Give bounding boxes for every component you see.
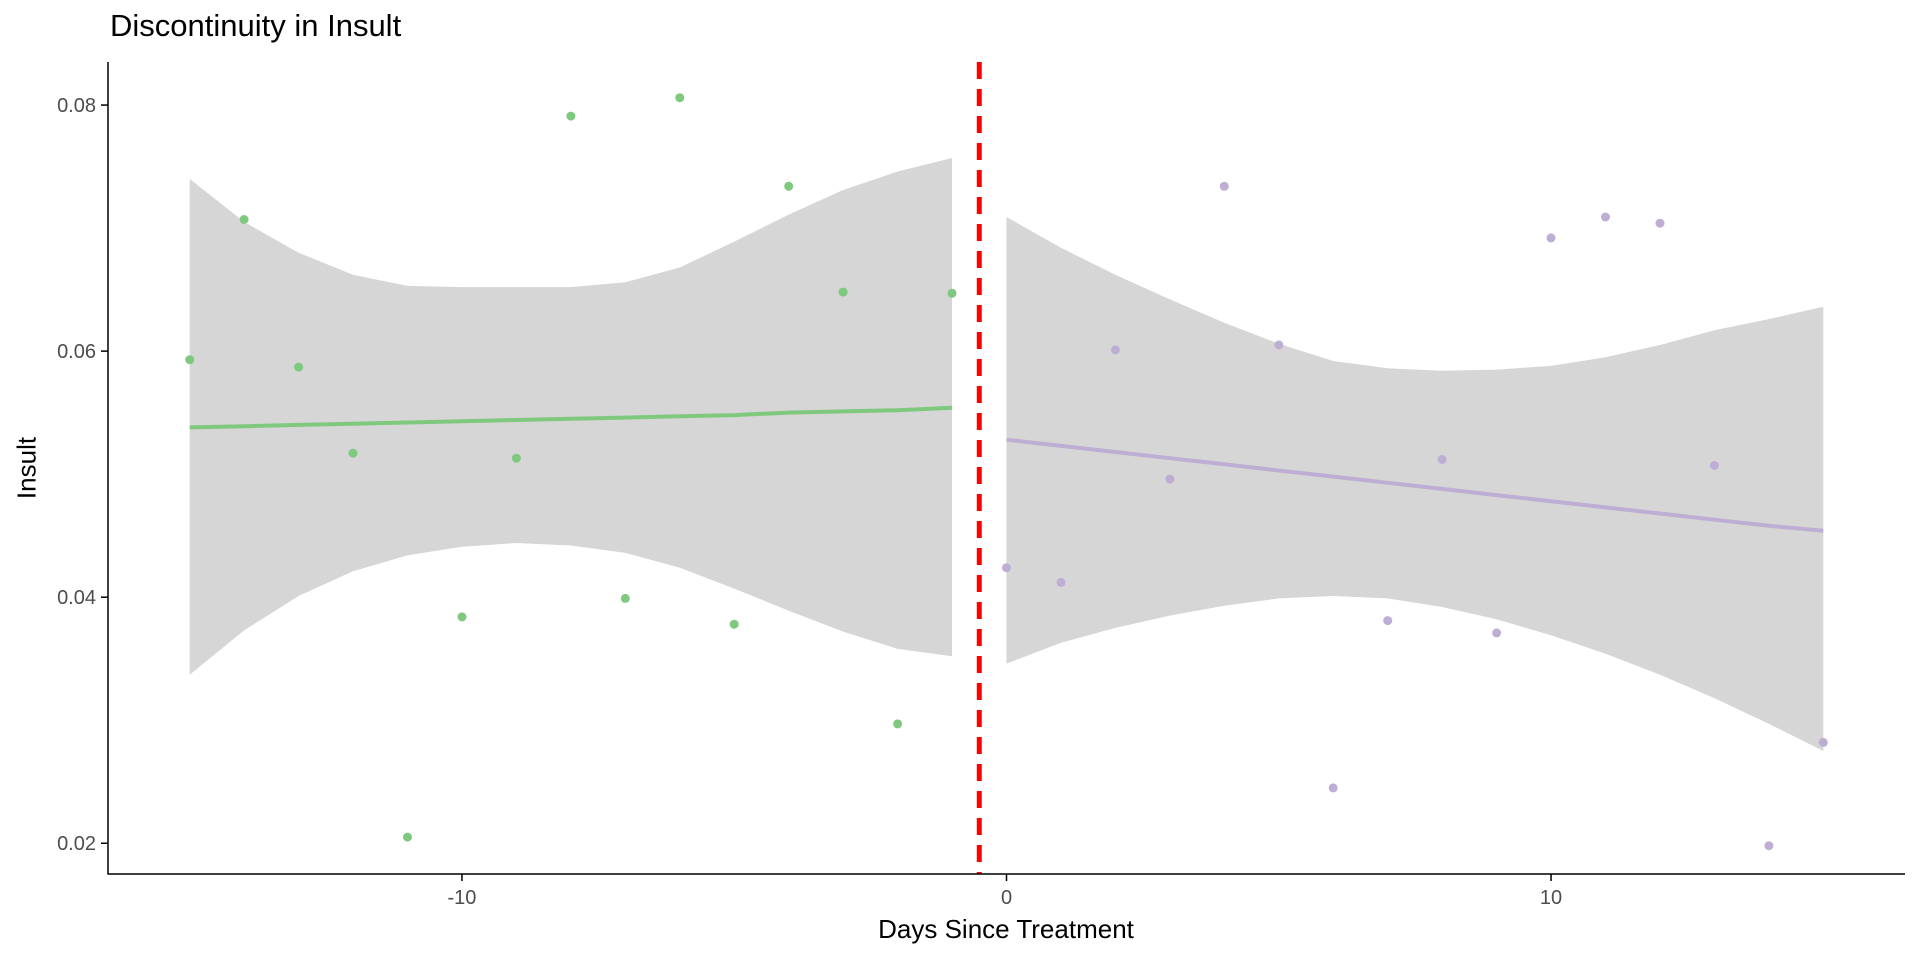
data-point	[1219, 181, 1229, 191]
data-point	[511, 453, 521, 463]
data-point	[294, 362, 304, 372]
data-point	[1002, 563, 1011, 573]
data-point	[1492, 628, 1502, 638]
y-tick-label: 0.08	[57, 95, 96, 117]
data-point	[1655, 218, 1665, 228]
data-point	[1165, 474, 1175, 484]
data-point	[1709, 461, 1719, 470]
data-point	[729, 619, 739, 629]
data-point	[1056, 577, 1066, 587]
data-point	[1328, 783, 1338, 793]
data-point	[566, 111, 576, 121]
fit-line-1	[189, 405, 953, 430]
data-point	[457, 612, 467, 622]
data-point	[1764, 841, 1774, 851]
data-point	[620, 593, 630, 603]
data-point	[1274, 340, 1284, 350]
data-point	[1546, 233, 1556, 243]
data-point	[1437, 454, 1447, 464]
data-point	[1601, 212, 1610, 222]
data-point	[185, 355, 195, 365]
data-point	[784, 181, 794, 191]
confidence-band-1	[189, 158, 952, 675]
data-point	[838, 287, 848, 297]
y-tick-label: 0.04	[57, 587, 96, 609]
data-point	[1818, 737, 1828, 747]
data-point	[348, 448, 358, 458]
fit-lines	[189, 405, 1824, 533]
data-point	[239, 215, 249, 224]
data-point	[675, 93, 685, 103]
x-tick-label: -10	[448, 887, 477, 909]
data-point	[403, 832, 412, 842]
x-tick-label: 10	[1540, 887, 1562, 909]
data-points	[185, 93, 1828, 851]
fit-line-2	[1006, 437, 1824, 533]
chart-title: Discontinuity in Insult	[110, 8, 402, 43]
y-tick-label: 0.06	[57, 341, 96, 363]
x-axis-label: Days Since Treatment	[878, 914, 1134, 944]
confidence-bands	[189, 158, 1824, 751]
data-point	[1383, 616, 1393, 626]
data-point	[893, 719, 903, 729]
data-point	[1110, 345, 1120, 355]
axes: 0.02 0.04 0.06 0.08 -10 0 10	[57, 62, 1905, 909]
x-tick-label: 0	[1001, 887, 1012, 909]
data-point	[947, 288, 957, 298]
y-tick-label: 0.02	[57, 833, 96, 855]
